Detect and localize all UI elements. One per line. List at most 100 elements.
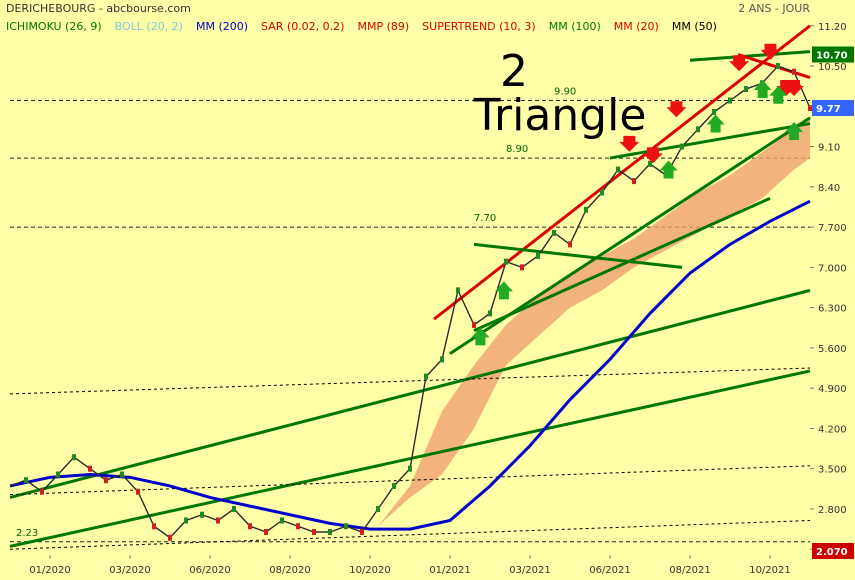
level-label: 8.90 xyxy=(506,144,528,155)
price-candle xyxy=(88,465,92,472)
price-candle xyxy=(232,505,236,512)
price-candle xyxy=(296,523,300,530)
y-tick-label: 7.700 xyxy=(818,223,847,234)
buy-arrow-icon xyxy=(659,160,678,179)
price-candle xyxy=(552,229,556,236)
price-candle xyxy=(104,477,108,484)
annotation-number: 2 xyxy=(500,46,528,97)
x-tick-label: 08/2021 xyxy=(669,565,711,576)
price-candle xyxy=(712,109,716,116)
price-candle xyxy=(504,258,508,265)
annotation-text: Triangle xyxy=(473,90,647,141)
trendline xyxy=(689,50,811,62)
trendline xyxy=(609,122,811,160)
price-candle xyxy=(488,310,492,317)
x-tick-label: 01/2021 xyxy=(429,565,471,576)
price-candle xyxy=(392,482,396,489)
sell-arrow-icon xyxy=(760,43,781,60)
y-tick-label: 5.600 xyxy=(818,344,847,355)
x-tick-label: 01/2020 xyxy=(29,565,71,576)
price-candle xyxy=(776,63,780,70)
price-candle xyxy=(120,471,124,478)
price-candle xyxy=(56,471,60,478)
price-candle xyxy=(584,206,588,213)
buy-arrow-icon xyxy=(785,122,803,141)
level-label: 2.23 xyxy=(16,528,38,539)
price-candle xyxy=(376,505,380,512)
trendlines xyxy=(9,24,811,550)
x-tick-label: 06/2020 xyxy=(189,565,231,576)
symbol-title: DERICHEBOURG - abcbourse.com xyxy=(6,2,191,15)
legend-item: MM (50) xyxy=(672,20,717,33)
legend-item: SUPERTREND (10, 3) xyxy=(422,20,536,33)
legend-item: MM (200) xyxy=(196,20,248,33)
sell-arrow-icon xyxy=(666,101,687,118)
y-tick-label: 9.10 xyxy=(818,143,840,154)
x-tick-label: 10/2020 xyxy=(349,565,391,576)
price-tag xyxy=(812,100,854,117)
trendline xyxy=(737,53,811,79)
price-candle xyxy=(424,373,428,380)
price-candle xyxy=(264,528,268,535)
x-tick-label: 06/2021 xyxy=(589,565,631,576)
price-candle xyxy=(632,178,636,185)
level-label: 9.90 xyxy=(554,87,576,98)
price-candle xyxy=(312,528,316,535)
price-candle xyxy=(328,528,332,535)
price-candle xyxy=(168,534,172,541)
buy-arrow-icon xyxy=(769,85,788,104)
price-tag xyxy=(812,46,854,63)
trendline xyxy=(9,465,811,496)
trendline xyxy=(9,369,811,548)
price-candle xyxy=(520,264,524,271)
trendline xyxy=(473,242,683,269)
buy-arrow-icon xyxy=(753,80,772,99)
price-candle xyxy=(600,189,604,196)
price-candle xyxy=(280,517,284,524)
price-candle xyxy=(792,68,796,75)
legend-item: MM (20) xyxy=(614,20,659,33)
price-candle xyxy=(648,160,652,167)
price-candle xyxy=(408,465,412,472)
cloud-area xyxy=(378,117,810,527)
legend-item: MMP (89) xyxy=(357,20,409,33)
legend-item: MM (100) xyxy=(549,20,601,33)
price-tag-label: 10.70 xyxy=(816,51,848,62)
buy-arrow-icon xyxy=(494,281,513,300)
price-candle xyxy=(680,143,684,150)
y-tick-label: 6.300 xyxy=(818,304,847,315)
price-candle xyxy=(40,488,44,495)
indicator-legend: ICHIMOKU (26, 9) BOLL (20, 2) MM (200) SAR … xyxy=(6,20,717,33)
price-candle xyxy=(248,523,252,530)
y-tick-label: 11.20 xyxy=(818,22,847,33)
y-tick-label: 4.900 xyxy=(818,384,847,395)
ichimoku-cloud xyxy=(378,117,810,527)
signal-arrows xyxy=(471,43,804,346)
triangle-annotation: 2 Triangle xyxy=(473,46,647,141)
price-candle xyxy=(568,241,572,248)
trendline xyxy=(473,196,771,333)
price-tag-label: 2.070 xyxy=(816,547,848,558)
buy-arrow-icon xyxy=(706,114,725,133)
y-tick-label: 10.50 xyxy=(818,62,847,73)
sell-arrow-icon xyxy=(784,80,804,97)
price-candle xyxy=(440,356,444,363)
y-tick-label: 4.200 xyxy=(818,424,847,435)
price-candle xyxy=(696,126,700,133)
y-tick-label: 8.40 xyxy=(818,183,840,194)
price-candle xyxy=(24,477,28,484)
chart-axes: 11.2010.509.809.108.407.7007.0006.3005.6… xyxy=(29,22,854,576)
y-tick-label: 3.500 xyxy=(818,465,847,476)
price-tag-label: 9.77 xyxy=(816,104,841,115)
level-label: 7.70 xyxy=(474,213,496,224)
legend-item: SAR (0.02, 0.2) xyxy=(261,20,344,33)
period-label: 2 ANS - JOUR xyxy=(738,2,810,15)
chart-grid: 9.90 8.90 7.70 2.23 xyxy=(10,87,810,543)
trendline xyxy=(9,519,811,550)
y-tick-label: 2.800 xyxy=(818,505,847,516)
price-series xyxy=(9,63,812,541)
price-candle xyxy=(456,287,460,294)
price-candle xyxy=(200,511,204,518)
price-candle xyxy=(536,252,540,259)
